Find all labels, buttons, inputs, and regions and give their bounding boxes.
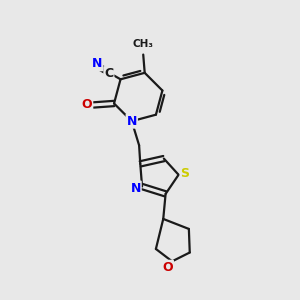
Text: C: C xyxy=(104,67,113,80)
Text: O: O xyxy=(162,261,173,274)
Text: CH₃: CH₃ xyxy=(133,39,154,49)
Text: O: O xyxy=(82,98,92,111)
Text: S: S xyxy=(181,167,190,180)
Text: N: N xyxy=(130,182,141,194)
Text: N: N xyxy=(127,115,137,128)
Text: N: N xyxy=(92,57,102,70)
